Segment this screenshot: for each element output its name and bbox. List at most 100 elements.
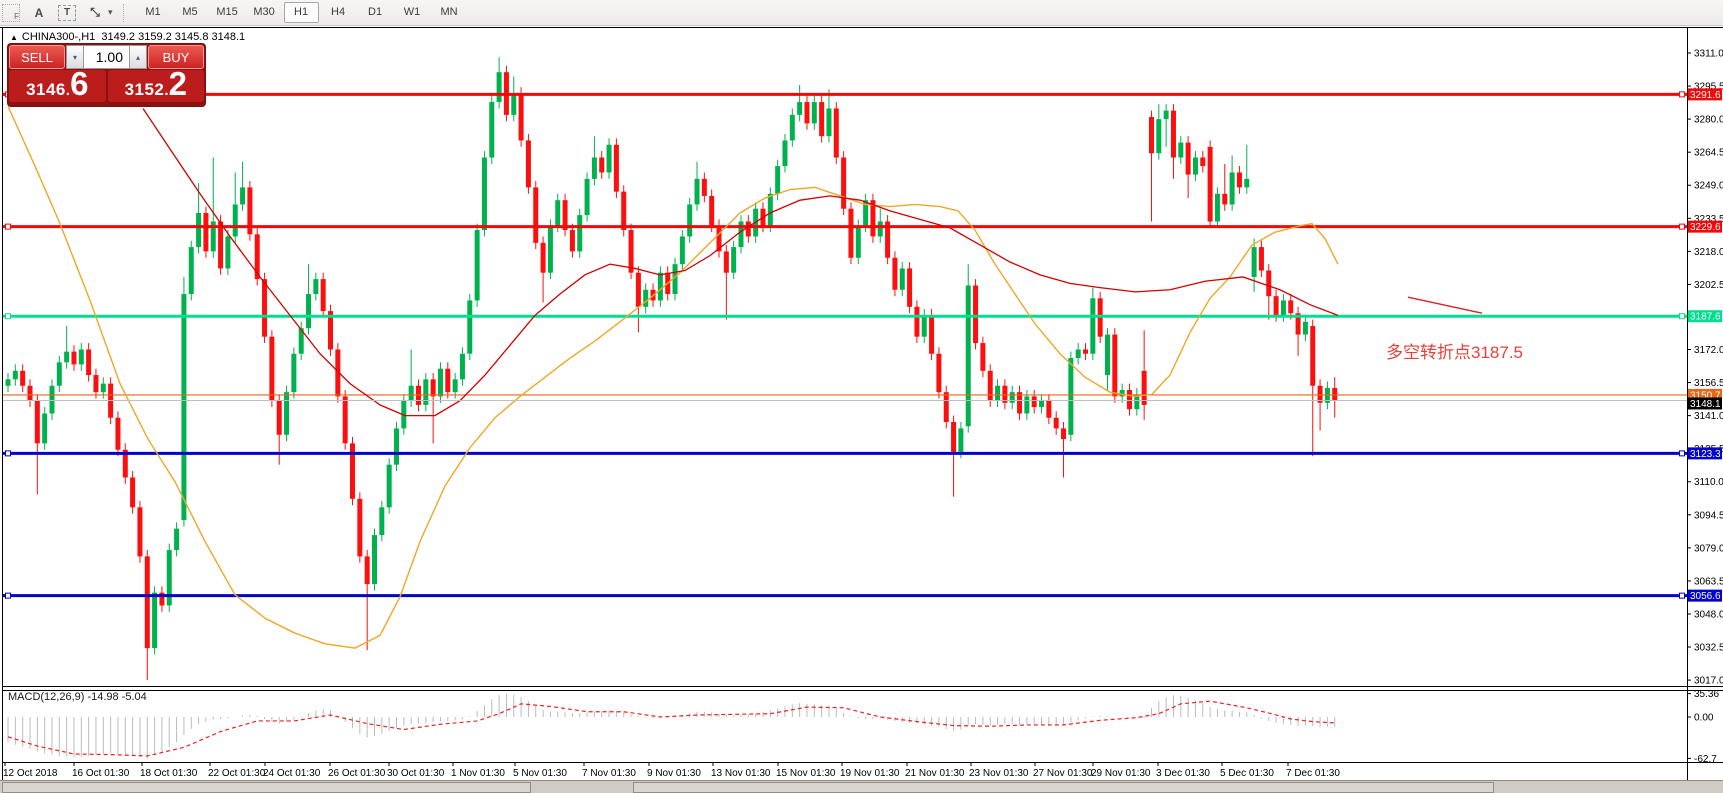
buy-button[interactable]: BUY: [148, 45, 204, 69]
bottom-tab[interactable]: [633, 782, 1494, 793]
candle-body: [1017, 392, 1023, 414]
date-tick-label: 30 Oct 01:30: [387, 768, 445, 779]
candle-body: [34, 400, 40, 444]
line-endpoint-marker: [1679, 450, 1685, 457]
price-label-box: [1688, 447, 1722, 460]
candle-body: [1068, 358, 1074, 435]
candle-body: [980, 343, 986, 371]
price-tick-label: 3233.5: [1694, 214, 1723, 225]
price-tick-label: 3218.0: [1694, 247, 1723, 258]
candle-body: [1163, 110, 1169, 120]
candle-body: [1075, 349, 1081, 359]
candle-body: [943, 392, 949, 423]
bottom-tab[interactable]: [2, 782, 531, 793]
timeframe-button-h1[interactable]: H1: [283, 2, 319, 23]
price-tick-label: 3202.5: [1694, 280, 1723, 291]
timeframe-button-m30[interactable]: M30: [253, 6, 275, 18]
timeframe-button-m1[interactable]: M1: [145, 6, 161, 18]
candle-body: [152, 592, 158, 649]
price-tick-label: 3094.5: [1694, 510, 1723, 521]
price-tick-label: 3079.0: [1694, 543, 1723, 554]
candle-body: [12, 370, 18, 380]
candle-body: [921, 315, 927, 337]
candle-body: [1332, 387, 1338, 401]
timeframe-button-m15[interactable]: M15: [216, 6, 238, 18]
candle-body: [459, 353, 465, 380]
date-tick-label: 23 Nov 01:30: [969, 768, 1029, 779]
candle-body: [863, 200, 869, 226]
price-tick-label: 3264.5: [1694, 148, 1723, 159]
sell-button[interactable]: SELL: [9, 45, 65, 69]
candle-body: [1039, 400, 1045, 408]
candle-body: [613, 144, 619, 192]
candle-body: [1266, 270, 1272, 297]
price-label-text: 3150.7: [1690, 390, 1721, 401]
bottom-bar: [0, 781, 1723, 793]
candle-body: [1207, 146, 1213, 222]
candle-body: [555, 200, 561, 226]
candle-body: [5, 379, 11, 386]
arrange-arrows-icon[interactable]: ⤡: [90, 5, 100, 19]
candle-body: [386, 464, 392, 508]
candle-body: [1288, 300, 1294, 314]
candle-body: [181, 294, 187, 521]
candle-body: [1105, 334, 1110, 376]
candle-body: [210, 221, 216, 252]
candle-body: [1244, 178, 1250, 188]
candle-body: [328, 311, 334, 350]
collapse-arrow-icon[interactable]: ▲: [10, 33, 18, 42]
date-tick-label: 5 Dec 01:30: [1220, 768, 1274, 779]
volume-input[interactable]: 1.00: [84, 45, 129, 69]
volume-stepper: ▾ 1.00 ▴: [66, 45, 147, 69]
candle-body: [1229, 172, 1235, 205]
candle-body: [100, 383, 106, 393]
candle-body: [606, 144, 612, 173]
candle-body: [1119, 390, 1125, 397]
timeframe-button-h4[interactable]: H4: [331, 6, 346, 18]
timeframe-button-m5[interactable]: M5: [182, 6, 198, 18]
candle-body: [430, 379, 436, 397]
cut-grid-f-icon[interactable]: F: [2, 3, 20, 22]
text-label-a-icon[interactable]: A: [34, 5, 44, 20]
volume-decrease-button[interactable]: ▾: [66, 45, 84, 69]
candle-body: [1090, 298, 1096, 354]
price-label-text: 3291.6: [1690, 90, 1721, 101]
buy-price[interactable]: 3152. 2: [107, 65, 204, 102]
candle-body: [657, 272, 663, 301]
candle-body: [437, 368, 443, 397]
candle-body: [1222, 193, 1228, 205]
sell-price[interactable]: 3146. 6: [9, 67, 106, 102]
chart-title: ▲ CHINA300-,H1 3149.2 3159.2 3145.8 3148.…: [10, 31, 245, 43]
timeframe-button-w1[interactable]: W1: [403, 6, 421, 18]
candle-body: [188, 247, 194, 295]
candle-body: [298, 328, 304, 354]
candle-body: [284, 392, 290, 435]
candle-body: [562, 200, 568, 231]
candle-body: [716, 225, 722, 252]
candle-body: [130, 477, 136, 508]
candle-body: [1141, 370, 1147, 405]
timeframe-button-d1[interactable]: D1: [368, 6, 383, 18]
timeframe-button-mn[interactable]: MN: [440, 6, 458, 18]
text-tool-icon[interactable]: T: [58, 4, 76, 21]
candle-body: [914, 306, 920, 337]
candle-body: [122, 449, 128, 478]
date-tick-label: 12 Oct 2018: [3, 768, 58, 779]
candle-body: [144, 556, 150, 649]
candle-body: [569, 230, 575, 252]
volume-increase-button[interactable]: ▴: [129, 45, 147, 69]
candle-body: [973, 285, 979, 344]
buy-price-big-digit: 2: [168, 65, 187, 102]
date-tick-label: 29 Nov 01:30: [1091, 768, 1151, 779]
symbol-label: CHINA300-,H1: [21, 31, 96, 43]
candle-body: [885, 221, 891, 258]
date-tick-label: 3 Dec 01:30: [1156, 768, 1210, 779]
candle-body: [42, 413, 48, 444]
candle-body: [789, 114, 795, 141]
dropdown-caret-icon[interactable]: ▾: [108, 7, 113, 17]
candle-body: [335, 349, 341, 397]
candle-body: [78, 349, 84, 365]
candle-body: [1083, 349, 1089, 354]
candle-body: [540, 242, 546, 273]
